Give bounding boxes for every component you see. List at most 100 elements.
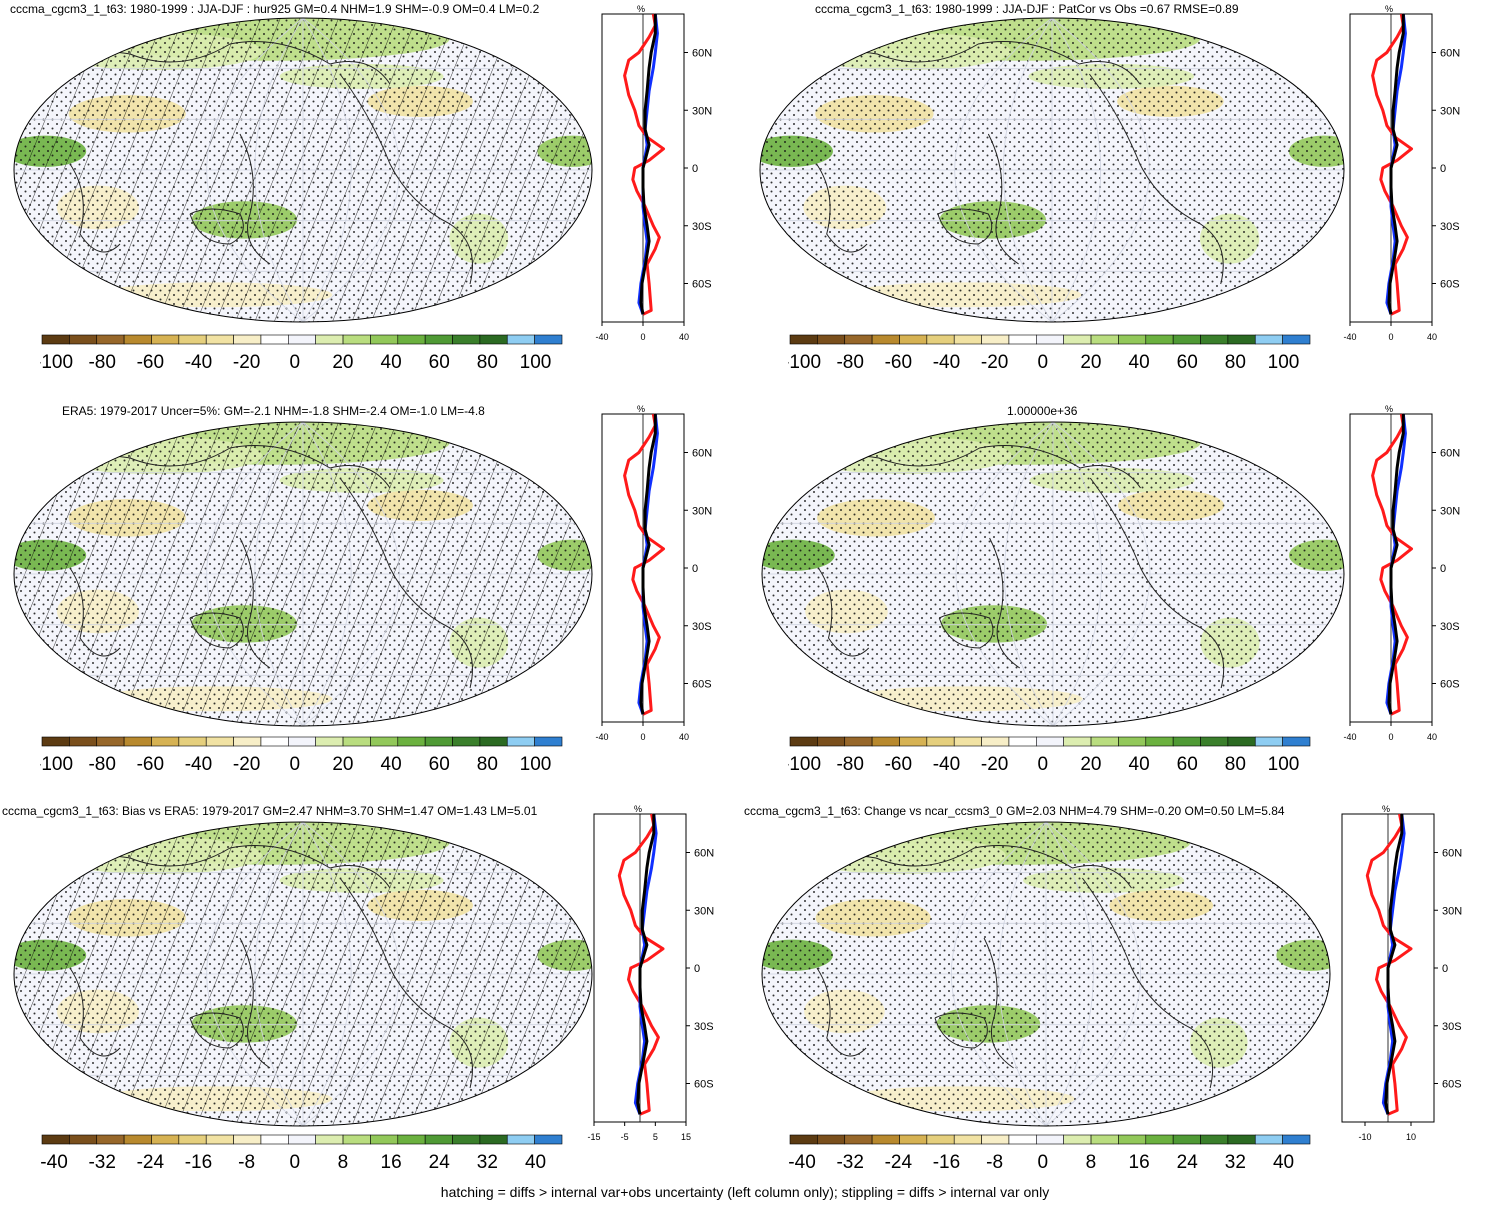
panel-1-title: cccma_cgcm3_1_t63: 1980-1999 : JJA-DJF :… bbox=[10, 2, 540, 16]
red-profile-line bbox=[623, 413, 665, 716]
colorbar-swatch bbox=[1172, 1134, 1201, 1145]
colorbar-swatch bbox=[1145, 1134, 1174, 1145]
coastline bbox=[239, 937, 271, 1069]
panel-6-title: cccma_cgcm3_1_t63: Change vs ncar_ccsm3_… bbox=[744, 804, 1285, 818]
graticule-lon bbox=[206, 18, 304, 322]
colorbar-swatch bbox=[899, 334, 928, 345]
colorbar-swatch bbox=[817, 736, 846, 747]
colorbar-swatch bbox=[424, 334, 453, 345]
panel-1-colorbar: -100 -80 -60 -40 -20 0 20 40 60 80 100 bbox=[40, 334, 563, 373]
panel-6-colorbar: -40 -32 -24 -16 -8 0 8 16 24 32 40 bbox=[788, 1134, 1311, 1173]
colorbar-swatch bbox=[288, 1134, 316, 1145]
panel-2-title: cccma_cgcm3_1_t63: 1980-1999 : JJA-DJF :… bbox=[815, 2, 1239, 16]
map-border bbox=[13, 821, 593, 1127]
colorbar-label: -100 bbox=[40, 352, 73, 373]
profile-unit: % bbox=[1385, 4, 1393, 14]
colorbar-swatch bbox=[452, 1134, 481, 1145]
x-tick-label: -40 bbox=[595, 732, 608, 742]
colorbar-label: 0 bbox=[1037, 1152, 1048, 1173]
colorbar-swatch bbox=[342, 736, 371, 747]
colorbar-swatch bbox=[899, 736, 928, 747]
colorbar-swatch bbox=[370, 334, 399, 345]
colorbar-swatch bbox=[1118, 1134, 1147, 1145]
black-profile-line bbox=[1387, 414, 1405, 715]
colorbar-swatch bbox=[1282, 736, 1311, 747]
colorbar-label: 40 bbox=[1129, 352, 1150, 373]
colorbar-swatch bbox=[315, 1134, 344, 1145]
colorbar-label: -40 bbox=[185, 352, 212, 373]
lat-tick-label: 60N bbox=[1442, 848, 1462, 860]
colorbar-swatch bbox=[981, 736, 1010, 747]
panel-2-profile: % 60N 30N 0 30S 60S -40 0 40 bbox=[1343, 4, 1460, 342]
lat-tick-label: 30S bbox=[1440, 621, 1460, 633]
colorbar-swatch bbox=[424, 736, 453, 747]
x-tick-label: -5 bbox=[621, 1132, 629, 1142]
colorbar-swatch bbox=[1118, 334, 1147, 345]
colorbar-label: -32 bbox=[88, 1152, 115, 1173]
colorbar-swatch bbox=[899, 1134, 928, 1145]
lat-tick-label: 30S bbox=[692, 221, 712, 233]
panel-2-map bbox=[759, 17, 1345, 323]
panel-5-title: cccma_cgcm3_1_t63: Bias vs ERA5: 1979-20… bbox=[2, 804, 538, 818]
colorbar-swatch bbox=[205, 334, 234, 345]
panel-4-map bbox=[761, 421, 1345, 727]
panel-4-colorbar: -100 -80 -60 -40 -20 0 20 40 60 80 100 bbox=[788, 736, 1311, 775]
colorbar-label: 0 bbox=[289, 352, 300, 373]
graticule-lon bbox=[955, 422, 1054, 726]
colorbar-swatch bbox=[452, 334, 481, 345]
red-profile-line bbox=[1365, 813, 1413, 1116]
colorbar-label: -60 bbox=[885, 352, 912, 373]
coastline bbox=[69, 567, 121, 657]
colorbar-swatch bbox=[1200, 1134, 1229, 1145]
colorbar-swatch bbox=[233, 1134, 262, 1145]
colorbar-swatch bbox=[1172, 736, 1201, 747]
x-tick-label: -40 bbox=[595, 332, 608, 342]
lat-tick-label: 60S bbox=[1442, 1079, 1462, 1091]
colorbar-swatch bbox=[1008, 736, 1037, 747]
colorbar-label: -80 bbox=[88, 754, 115, 775]
colorbar-label: -80 bbox=[836, 754, 863, 775]
colorbar-swatch bbox=[1036, 1134, 1064, 1145]
lat-tick-label: 30S bbox=[694, 1021, 714, 1033]
colorbar-swatch bbox=[506, 334, 535, 345]
colorbar-label: 100 bbox=[1268, 754, 1300, 775]
colorbar-swatch bbox=[288, 334, 316, 345]
colorbar-swatch bbox=[1036, 736, 1064, 747]
colorbar-swatch bbox=[981, 1134, 1010, 1145]
lat-tick-label: 60S bbox=[1440, 679, 1460, 691]
lat-tick-label: 60N bbox=[694, 848, 714, 860]
lat-tick-label: 30N bbox=[692, 505, 712, 517]
colorbar-swatch bbox=[123, 334, 152, 345]
colorbar-swatch bbox=[151, 334, 180, 345]
footer-caption: hatching = diffs > internal var+obs unce… bbox=[440, 1184, 1050, 1200]
colorbar-swatch bbox=[953, 334, 982, 345]
colorbar-swatch bbox=[1036, 334, 1064, 345]
colorbar-swatch bbox=[844, 1134, 873, 1145]
coastline bbox=[339, 73, 473, 285]
colorbar-swatch bbox=[96, 1134, 125, 1145]
lat-tick-label: 0 bbox=[1442, 963, 1448, 975]
colorbar-label: 20 bbox=[332, 754, 353, 775]
colorbar-label: 16 bbox=[1129, 1152, 1150, 1173]
colorbar-swatch bbox=[953, 1134, 982, 1145]
black-profile-line bbox=[1384, 814, 1404, 1115]
colorbar-swatch bbox=[926, 736, 955, 747]
black-profile-line bbox=[1387, 14, 1405, 315]
profile-unit: % bbox=[1382, 804, 1390, 814]
red-profile-line bbox=[617, 813, 665, 1116]
colorbar-label: 80 bbox=[477, 352, 498, 373]
lat-tick-label: 30S bbox=[1442, 1021, 1462, 1033]
colorbar-label: -40 bbox=[185, 754, 212, 775]
panel-1-profile: % 60N 30N 0 30S 60S -40 0 40 bbox=[595, 4, 712, 342]
panel-6-map bbox=[761, 821, 1331, 1127]
colorbar-label: 100 bbox=[520, 754, 552, 775]
colorbar-label: 0 bbox=[1037, 352, 1048, 373]
panel-3-map bbox=[13, 421, 593, 727]
colorbar-label: 40 bbox=[1273, 1152, 1294, 1173]
lat-tick-label: 0 bbox=[1440, 163, 1446, 175]
colorbar-swatch bbox=[871, 334, 900, 345]
colorbar-swatch bbox=[479, 736, 508, 747]
coastline bbox=[989, 537, 1021, 669]
colorbar-label: 60 bbox=[429, 754, 450, 775]
colorbar-swatch bbox=[1282, 1134, 1311, 1145]
